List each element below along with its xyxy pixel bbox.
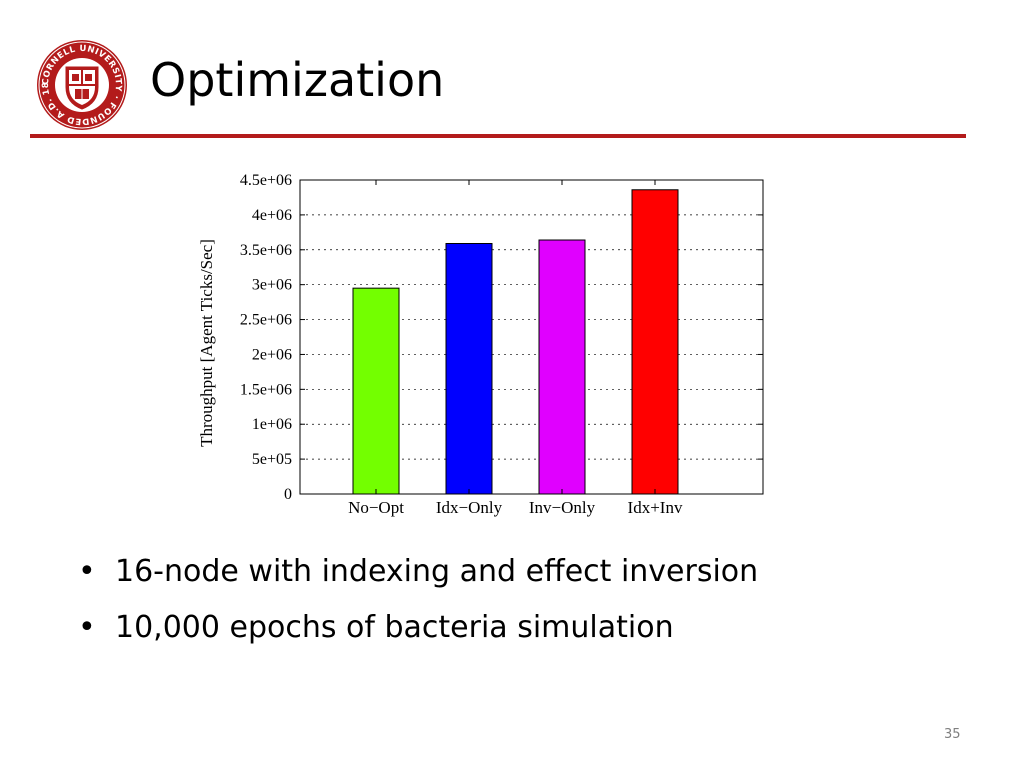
- bar: [445, 242, 493, 495]
- bars: [352, 189, 679, 495]
- bar: [631, 189, 679, 495]
- bullet-item: • 10,000 epochs of bacteria simulation: [78, 610, 758, 646]
- y-tick-label: 5e+05: [252, 451, 292, 468]
- x-tick-label: Idx+Inv: [628, 498, 683, 517]
- plot-frame: [299, 179, 764, 495]
- cornell-seal-logo: CORNELL UNIVERSITY · FOUNDED A.D. 1865 ·: [33, 32, 128, 131]
- y-tick-label: 2.5e+06: [240, 312, 292, 329]
- y-tick-label: 1e+06: [252, 416, 292, 433]
- bullet-list: • 16-node with indexing and effect inver…: [78, 554, 758, 666]
- bar: [352, 287, 400, 495]
- y-axis-label: Throughput [Agent Ticks/Sec]: [197, 239, 216, 447]
- chart-svg: 0 5e+05 1e+06 1.5e+06 2e+06 2.5e+06 3e+06 3.5e+…: [197, 172, 764, 517]
- y-tick-label: 3e+06: [252, 277, 292, 294]
- y-tick-label: 0: [284, 486, 292, 503]
- page-number: 35: [944, 727, 961, 742]
- x-tick-label: No−Opt: [348, 498, 404, 517]
- bullet-dot: •: [78, 554, 96, 589]
- ticks: 0 5e+05 1e+06 1.5e+06 2e+06 2.5e+06 3e+06 3.5e+…: [240, 172, 763, 517]
- bullet-item: • 16-node with indexing and effect inver…: [78, 554, 758, 590]
- seal-icon: CORNELL UNIVERSITY · FOUNDED A.D. 1865 ·: [33, 32, 127, 130]
- y-tick-label: 2e+06: [252, 346, 292, 363]
- throughput-bar-chart: 0 5e+05 1e+06 1.5e+06 2e+06 2.5e+06 3e+06 3.5e+…: [190, 165, 780, 525]
- slide-title: Optimization: [150, 53, 445, 107]
- title-rule: [30, 134, 966, 138]
- bullet-text: 10,000 epochs of bacteria simulation: [115, 610, 674, 645]
- bullet-dot: •: [78, 610, 96, 645]
- x-tick-label: Inv−Only: [529, 498, 596, 517]
- x-tick-label: Idx−Only: [436, 498, 503, 517]
- y-tick-label: 4.5e+06: [240, 172, 292, 189]
- grid-lines: [300, 214, 763, 460]
- y-tick-label: 4e+06: [252, 207, 292, 224]
- y-tick-label: 3.5e+06: [240, 242, 292, 259]
- y-tick-label: 1.5e+06: [240, 381, 292, 398]
- bar: [538, 239, 586, 495]
- bullet-text: 16-node with indexing and effect inversi…: [115, 554, 759, 589]
